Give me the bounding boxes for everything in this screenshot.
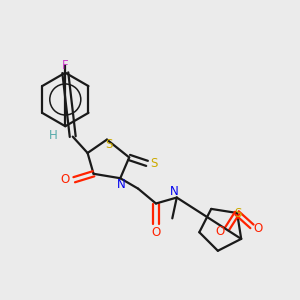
- Text: O: O: [215, 225, 225, 238]
- Text: O: O: [61, 173, 70, 186]
- Text: O: O: [151, 226, 160, 239]
- Text: S: S: [150, 158, 157, 170]
- Text: F: F: [62, 59, 69, 72]
- Text: S: S: [235, 206, 242, 220]
- Text: H: H: [49, 129, 58, 142]
- Text: O: O: [254, 222, 263, 235]
- Text: S: S: [106, 138, 113, 152]
- Text: N: N: [170, 184, 179, 197]
- Text: N: N: [117, 178, 125, 191]
